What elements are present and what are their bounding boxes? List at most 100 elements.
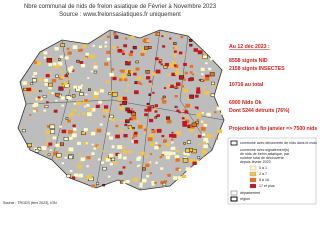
commune-patch bbox=[104, 41, 108, 44]
commune-patch bbox=[129, 117, 133, 121]
commune-patch bbox=[167, 151, 172, 156]
commune-patch bbox=[77, 85, 83, 90]
commune-patch bbox=[203, 122, 207, 125]
commune-patch bbox=[86, 165, 89, 168]
commune-patch bbox=[99, 123, 103, 126]
commune-patch bbox=[93, 62, 96, 65]
commune-patch bbox=[137, 124, 143, 129]
commune-patch bbox=[196, 123, 199, 126]
commune-patch bbox=[119, 69, 122, 72]
commune-patch bbox=[45, 74, 50, 78]
commune-patch bbox=[57, 61, 63, 66]
commune-patch bbox=[112, 92, 118, 97]
commune-patch bbox=[101, 161, 105, 164]
commune-patch bbox=[64, 56, 69, 60]
commune-patch bbox=[122, 146, 125, 149]
commune-patch bbox=[183, 142, 186, 145]
commune-patch bbox=[189, 94, 195, 99]
commune-patch bbox=[55, 143, 60, 148]
commune-patch bbox=[171, 146, 176, 151]
commune-patch bbox=[121, 74, 127, 78]
commune-patch bbox=[96, 182, 100, 185]
commune-patch bbox=[150, 142, 155, 146]
commune-patch bbox=[172, 61, 176, 65]
commune-patch bbox=[189, 43, 193, 47]
commune-patch bbox=[154, 116, 157, 119]
commune-patch bbox=[96, 90, 99, 93]
commune-patch bbox=[155, 161, 158, 164]
legend-label: commune avec découverte de nids dans le … bbox=[240, 141, 317, 145]
commune-patch bbox=[77, 113, 80, 116]
commune-patch bbox=[67, 119, 71, 123]
commune-patch bbox=[163, 87, 167, 89]
commune-patch bbox=[26, 85, 30, 89]
commune-patch bbox=[45, 130, 51, 135]
commune-patch bbox=[193, 48, 198, 52]
commune-patch bbox=[56, 153, 62, 158]
commune-patch bbox=[184, 153, 187, 156]
commune-patch bbox=[203, 152, 206, 155]
commune-patch bbox=[154, 104, 158, 107]
commune-patch bbox=[201, 73, 204, 76]
commune-patch bbox=[154, 145, 159, 150]
commune-patch bbox=[26, 87, 32, 92]
commune-patch bbox=[171, 141, 174, 144]
stat-line: Dont 5244 détruits (76%) bbox=[229, 108, 290, 114]
commune-patch bbox=[52, 136, 57, 140]
commune-patch bbox=[53, 109, 58, 113]
commune-patch bbox=[129, 127, 134, 131]
commune-patch bbox=[208, 67, 212, 71]
commune-patch bbox=[207, 133, 213, 138]
commune-patch bbox=[71, 133, 77, 138]
commune-patch bbox=[115, 124, 119, 128]
commune-patch bbox=[131, 115, 137, 120]
commune-patch bbox=[174, 94, 178, 98]
commune-patch bbox=[154, 110, 158, 113]
commune-patch bbox=[174, 71, 180, 75]
commune-patch bbox=[76, 59, 80, 63]
legend-class: 0 à 1 bbox=[259, 166, 267, 170]
commune-patch bbox=[198, 79, 202, 81]
commune-patch bbox=[195, 94, 199, 98]
commune-patch bbox=[60, 76, 65, 79]
commune-patch bbox=[161, 35, 164, 38]
commune-patch bbox=[175, 167, 180, 171]
commune-patch bbox=[109, 136, 114, 140]
commune-patch bbox=[163, 139, 168, 143]
commune-patch bbox=[61, 162, 65, 165]
legend-box bbox=[227, 137, 317, 205]
stats: Au 12 déc 2023 : 8558 signts NID 2158 si… bbox=[229, 44, 317, 132]
commune-patch bbox=[83, 105, 86, 108]
commune-patch bbox=[174, 105, 178, 109]
commune-patch bbox=[102, 110, 106, 113]
commune-patch bbox=[23, 87, 27, 91]
commune-patch bbox=[98, 45, 102, 49]
commune-patch bbox=[184, 115, 187, 118]
commune-patch bbox=[185, 151, 189, 154]
legend-swatch bbox=[230, 140, 238, 146]
commune-patch bbox=[133, 131, 138, 135]
commune-patch bbox=[147, 106, 152, 110]
legend-class: 8 à 16 bbox=[259, 178, 269, 182]
commune-patch bbox=[183, 62, 187, 66]
commune-patch bbox=[201, 149, 207, 154]
commune-patch bbox=[217, 129, 223, 134]
commune-patch bbox=[77, 164, 82, 169]
commune-patch bbox=[145, 39, 150, 43]
commune-patch bbox=[80, 157, 86, 162]
commune-patch bbox=[99, 89, 104, 93]
commune-patch bbox=[178, 111, 181, 114]
commune-patch bbox=[128, 52, 133, 57]
commune-patch bbox=[79, 92, 84, 96]
commune-patch bbox=[184, 71, 188, 75]
commune-patch bbox=[48, 63, 53, 67]
commune-patch bbox=[46, 138, 50, 141]
commune-patch bbox=[44, 104, 49, 108]
commune-patch bbox=[34, 149, 40, 153]
commune-patch bbox=[178, 169, 181, 171]
commune-patch bbox=[51, 60, 54, 63]
commune-patch bbox=[173, 50, 177, 53]
stat-line: 8558 signts NID bbox=[229, 58, 268, 64]
commune-patch bbox=[47, 145, 50, 148]
commune-patch bbox=[209, 72, 215, 77]
